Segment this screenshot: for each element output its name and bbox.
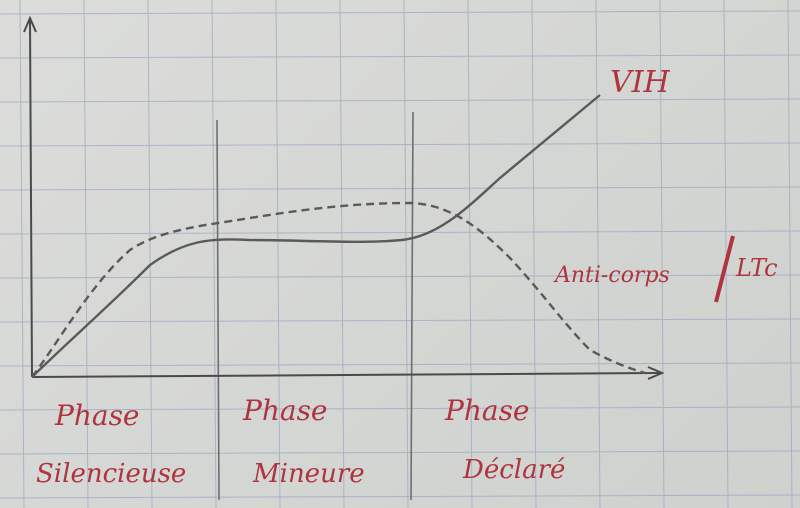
grid-line-horizontal <box>0 362 800 367</box>
grid-line-horizontal <box>0 230 800 235</box>
grid-line-vertical <box>19 0 25 508</box>
grid-line-horizontal <box>0 186 800 191</box>
phase-2-title: Phase <box>242 394 328 427</box>
ltc-label: LTc <box>735 254 778 282</box>
grid-line-horizontal <box>0 54 800 59</box>
grid-line-vertical <box>595 0 601 508</box>
grid-line-vertical <box>211 0 217 508</box>
grid-line-horizontal <box>0 318 800 323</box>
phase-2-name: Mineure <box>252 459 365 489</box>
grid-line-horizontal <box>0 274 800 279</box>
x-axis <box>31 372 661 378</box>
phase-1-name: Silencieuse <box>36 459 186 489</box>
grid-line-vertical <box>787 0 793 508</box>
label-separator-stroke <box>714 235 735 303</box>
grid-line-horizontal <box>0 98 800 103</box>
phase-3-title: Phase <box>444 394 530 427</box>
grid-line-vertical <box>467 0 473 508</box>
vih-curve <box>31 94 601 378</box>
phase-divider-1 <box>216 119 220 501</box>
axes <box>23 15 665 380</box>
phase-1-title: Phase <box>54 399 140 432</box>
grid-line-vertical <box>339 0 345 508</box>
grid-line-horizontal <box>0 10 800 15</box>
grid-line-vertical <box>723 0 729 508</box>
grid-line-vertical <box>83 0 89 508</box>
y-axis-arrow <box>23 15 37 33</box>
grid-line-vertical <box>403 0 409 508</box>
grid-line-vertical <box>275 0 281 508</box>
phase-divider-2 <box>410 111 414 501</box>
grid-line-horizontal <box>0 494 800 499</box>
grid-line-vertical <box>147 0 153 508</box>
phase-3-name: Déclaré <box>462 455 565 485</box>
grid-line-vertical <box>659 0 665 508</box>
antibodies-label: Anti-corps <box>553 263 670 288</box>
y-axis <box>29 19 33 378</box>
grid-line-horizontal <box>0 406 800 411</box>
grid-line-vertical <box>531 0 537 508</box>
grid-line-horizontal <box>0 142 800 147</box>
vih-label: VIH <box>610 65 671 100</box>
grid-line-horizontal <box>0 450 800 455</box>
x-axis-arrow <box>647 366 665 380</box>
